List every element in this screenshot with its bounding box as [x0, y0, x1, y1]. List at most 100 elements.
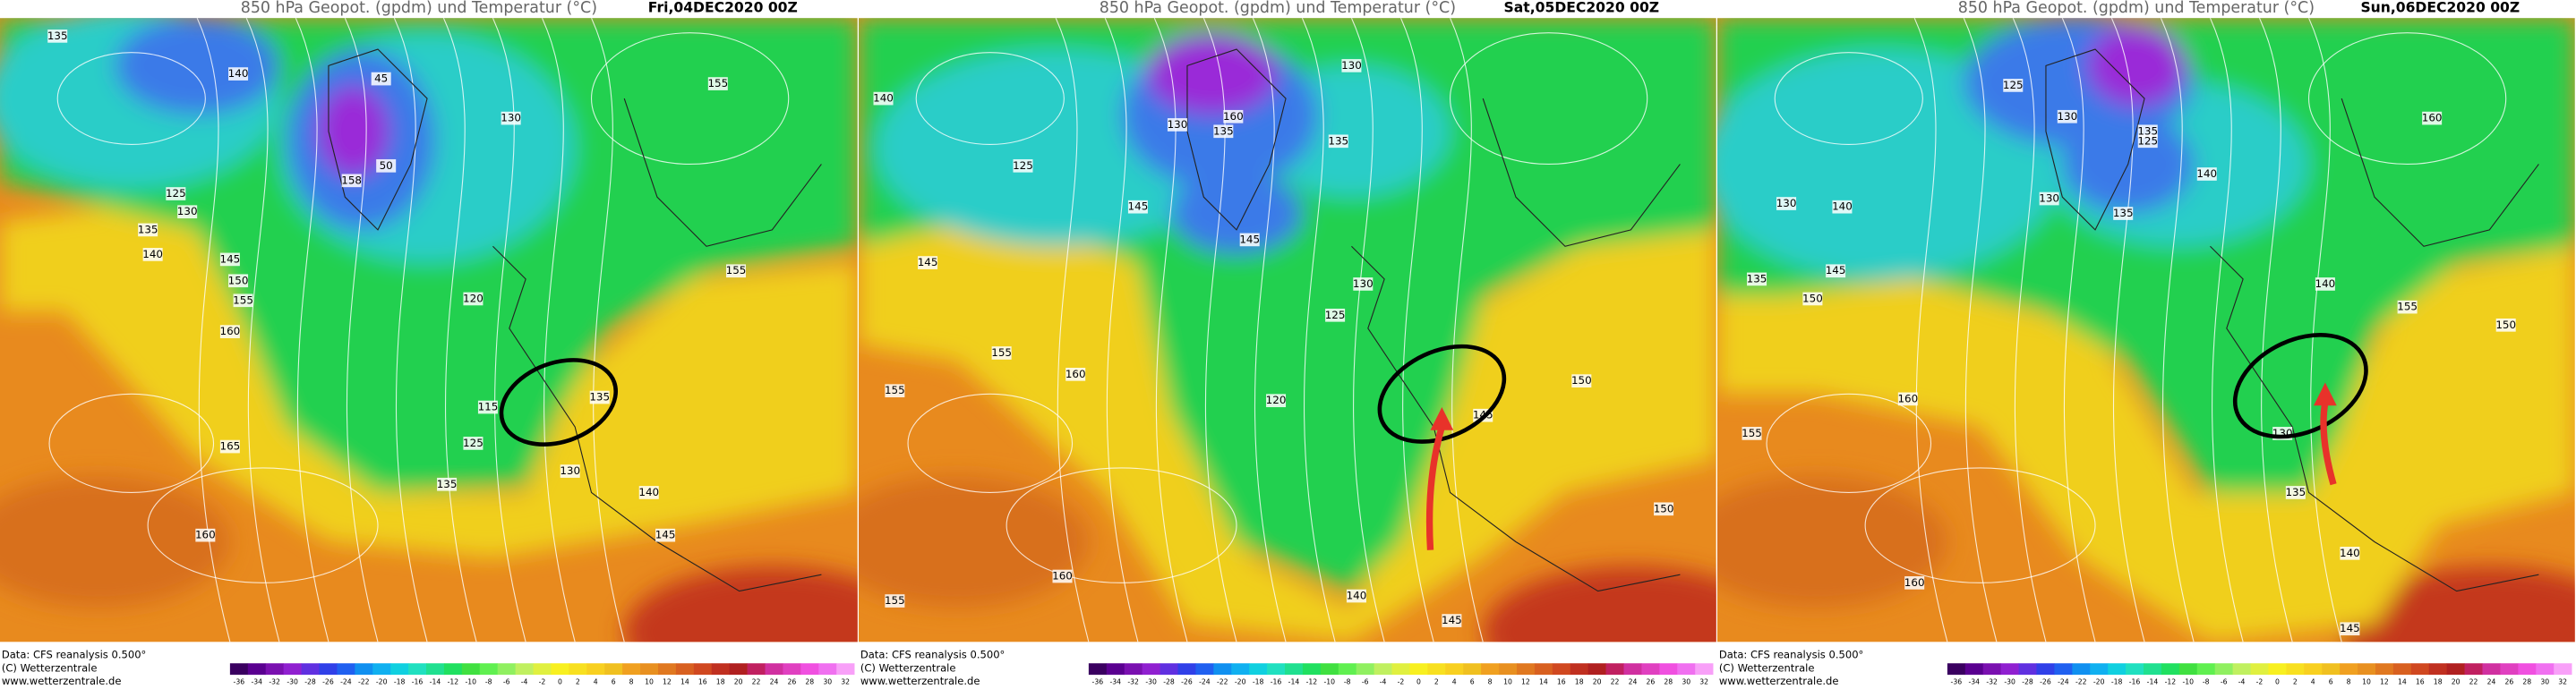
contour-label-bg	[2003, 79, 2024, 92]
colorbar-cell	[355, 663, 373, 676]
colorbar-cell	[2072, 663, 2091, 676]
colorbar-label: -10	[2183, 677, 2195, 685]
colorbar-label: 4	[2311, 677, 2315, 685]
contour-label-bg	[1802, 292, 1823, 306]
isohypse	[541, 18, 576, 642]
very-cold-area	[1170, 172, 1303, 255]
colorbar-label: -8	[2203, 677, 2210, 685]
footer-copyright: (C) Wetterzentrale	[1719, 661, 1815, 674]
contour-label-bg	[2137, 134, 2158, 149]
contour-label: 150	[1654, 502, 1674, 515]
colorbar-label: -16	[2129, 677, 2141, 685]
colorbar-cell	[2428, 663, 2448, 676]
contour-label-bg	[2315, 277, 2335, 291]
colorbar-label: 30	[1682, 677, 1690, 685]
contour-label: 155	[2397, 301, 2418, 313]
coastline	[492, 98, 822, 592]
highlight-arrow	[2320, 401, 2337, 486]
colorbar-label: -30	[2004, 677, 2015, 685]
hot-area	[1717, 476, 1947, 608]
contour-label: 120	[463, 292, 484, 304]
highlight-arrowhead	[2314, 382, 2337, 406]
contour-label-bg	[1747, 272, 1767, 286]
colorbar-label: 20	[734, 677, 743, 685]
contour-label: 135	[1328, 134, 1348, 147]
temperature-field	[1717, 18, 2575, 642]
colorbar-cell	[479, 663, 499, 676]
isohypse	[1913, 18, 1948, 642]
colorbar-label: -12	[448, 677, 459, 685]
colorbar-cell	[426, 663, 445, 676]
colorbar-label: 22	[752, 677, 761, 685]
contour-label-bg	[655, 528, 676, 542]
colorbar-cell	[1570, 663, 1589, 676]
isohypse	[2209, 18, 2244, 642]
contour-label: 130	[1776, 197, 1797, 209]
contour-label: 130	[501, 112, 521, 124]
hot-area	[1483, 566, 1716, 642]
colorbar-cell	[1142, 663, 1160, 676]
footer-source: Data: CFS reanalysis 0.500°	[1719, 649, 1863, 661]
colorbar-label: 30	[823, 677, 832, 685]
contour-label: 140	[873, 92, 894, 105]
contour-label-bg	[219, 439, 240, 454]
colorbar-label: 4	[1452, 677, 1457, 685]
contour-label-bg	[142, 248, 163, 261]
colorbar-cell	[1302, 663, 1322, 676]
highlight-arrow	[1425, 426, 1445, 550]
isohypse	[590, 32, 790, 166]
colorbar-cell	[1427, 663, 1446, 676]
colorbar-label: 16	[698, 677, 707, 685]
contour-label: 155	[991, 346, 1012, 359]
colorbar-cell	[2286, 663, 2305, 676]
map: 1401251301351451451301351601551551601201…	[859, 18, 1716, 642]
colorbar-cell	[390, 663, 409, 676]
colorbar-label: 10	[1503, 677, 1512, 685]
colorbar-label: 6	[1470, 677, 1475, 685]
colorbar-cell	[408, 663, 427, 676]
colorbar-label: 10	[645, 677, 654, 685]
colorbar-label: -6	[2221, 677, 2228, 685]
contour-label: 145	[655, 529, 676, 541]
footer-url: www.wetterzentrale.de	[860, 675, 980, 687]
isohypse	[2258, 18, 2293, 642]
colorbar-label: 28	[805, 677, 814, 685]
colorbar-label: -26	[2040, 677, 2051, 685]
isohypse	[591, 18, 625, 642]
colorbar-cell	[729, 663, 748, 676]
colorbar-label: -14	[2147, 677, 2159, 685]
colorbar-cell	[1588, 663, 1606, 676]
isohypse	[1963, 18, 1998, 642]
colorbar-label: 26	[1646, 677, 1655, 685]
contour-label-bg	[2057, 109, 2077, 123]
colorbar-cell	[443, 663, 463, 676]
contour-label: 160	[1065, 368, 1086, 380]
contour-label-bg	[2113, 207, 2134, 220]
contour-label: 130	[177, 205, 198, 217]
colorbar-cell	[1499, 663, 1518, 676]
isohypse	[2160, 18, 2195, 642]
colorbar-cell	[1249, 663, 1268, 676]
colorbar-label: 10	[2362, 677, 2371, 685]
coastline	[2045, 48, 2145, 231]
isohypse	[56, 52, 206, 146]
colorbar-cell	[2196, 663, 2216, 676]
colorbar-label: 12	[663, 677, 672, 685]
contour-label-bg	[2285, 486, 2306, 499]
contour-label-bg	[138, 223, 158, 237]
colorbar-cell	[551, 663, 569, 676]
contour-label-bg	[501, 111, 521, 125]
colorbar-label: 14	[680, 677, 689, 685]
colorbar-label: -6	[503, 677, 510, 685]
contour-label-bg	[219, 325, 240, 338]
colorbar-label: -34	[251, 677, 262, 685]
contour-label: 145	[1128, 200, 1149, 213]
colorbar-label: -14	[430, 677, 441, 685]
coldest-area	[2086, 24, 2186, 107]
contour-label-bg	[1341, 59, 1362, 72]
colorbar-label: 30	[2540, 677, 2549, 685]
colorbar-cell	[1605, 663, 1624, 676]
temperature-field	[0, 18, 858, 642]
colorbar-label: 12	[2380, 677, 2389, 685]
contour-label: 158	[341, 174, 362, 186]
